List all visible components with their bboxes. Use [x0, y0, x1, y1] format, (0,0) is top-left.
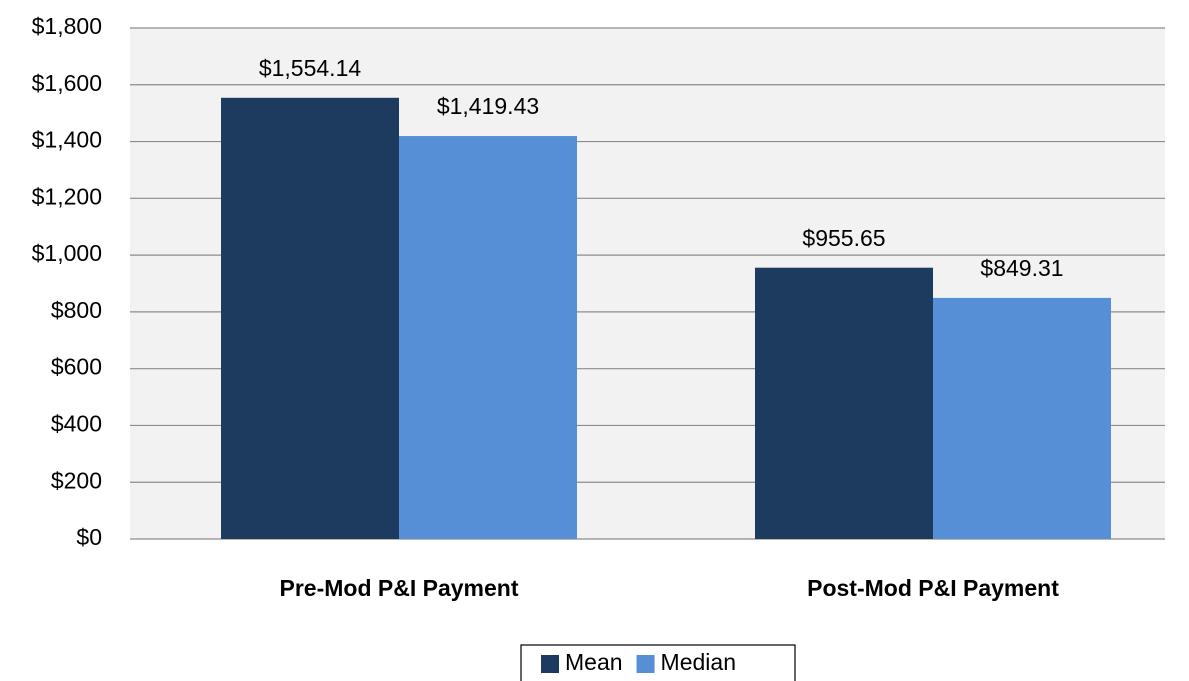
- y-tick-label: $200: [51, 467, 102, 493]
- data-label: $849.31: [980, 255, 1063, 281]
- x-tick-label: Post-Mod P&I Payment: [807, 575, 1059, 601]
- y-tick-label: $1,400: [32, 127, 102, 153]
- y-tick-label: $1,600: [32, 70, 102, 96]
- legend-swatch: [541, 655, 559, 673]
- y-tick-label: $1,800: [32, 13, 102, 39]
- x-tick-label: Pre-Mod P&I Payment: [280, 575, 519, 601]
- y-tick-label: $1,000: [32, 240, 102, 266]
- y-tick-label: $400: [51, 411, 102, 437]
- bar: [221, 97, 399, 539]
- y-tick-label: $0: [76, 524, 102, 550]
- y-tick-label: $800: [51, 297, 102, 323]
- legend-label: Median: [661, 649, 736, 675]
- legend-swatch: [636, 655, 655, 673]
- bar: [399, 136, 577, 539]
- y-tick-label: $600: [51, 354, 102, 380]
- data-label: $955.65: [802, 225, 885, 251]
- legend-label: Mean: [565, 649, 623, 675]
- bar: [755, 267, 933, 539]
- y-tick-label: $1,200: [32, 183, 102, 209]
- data-label: $1,554.14: [259, 55, 362, 81]
- bar: [933, 297, 1111, 539]
- legend-box: [520, 644, 796, 681]
- data-label: $1,419.43: [437, 93, 539, 119]
